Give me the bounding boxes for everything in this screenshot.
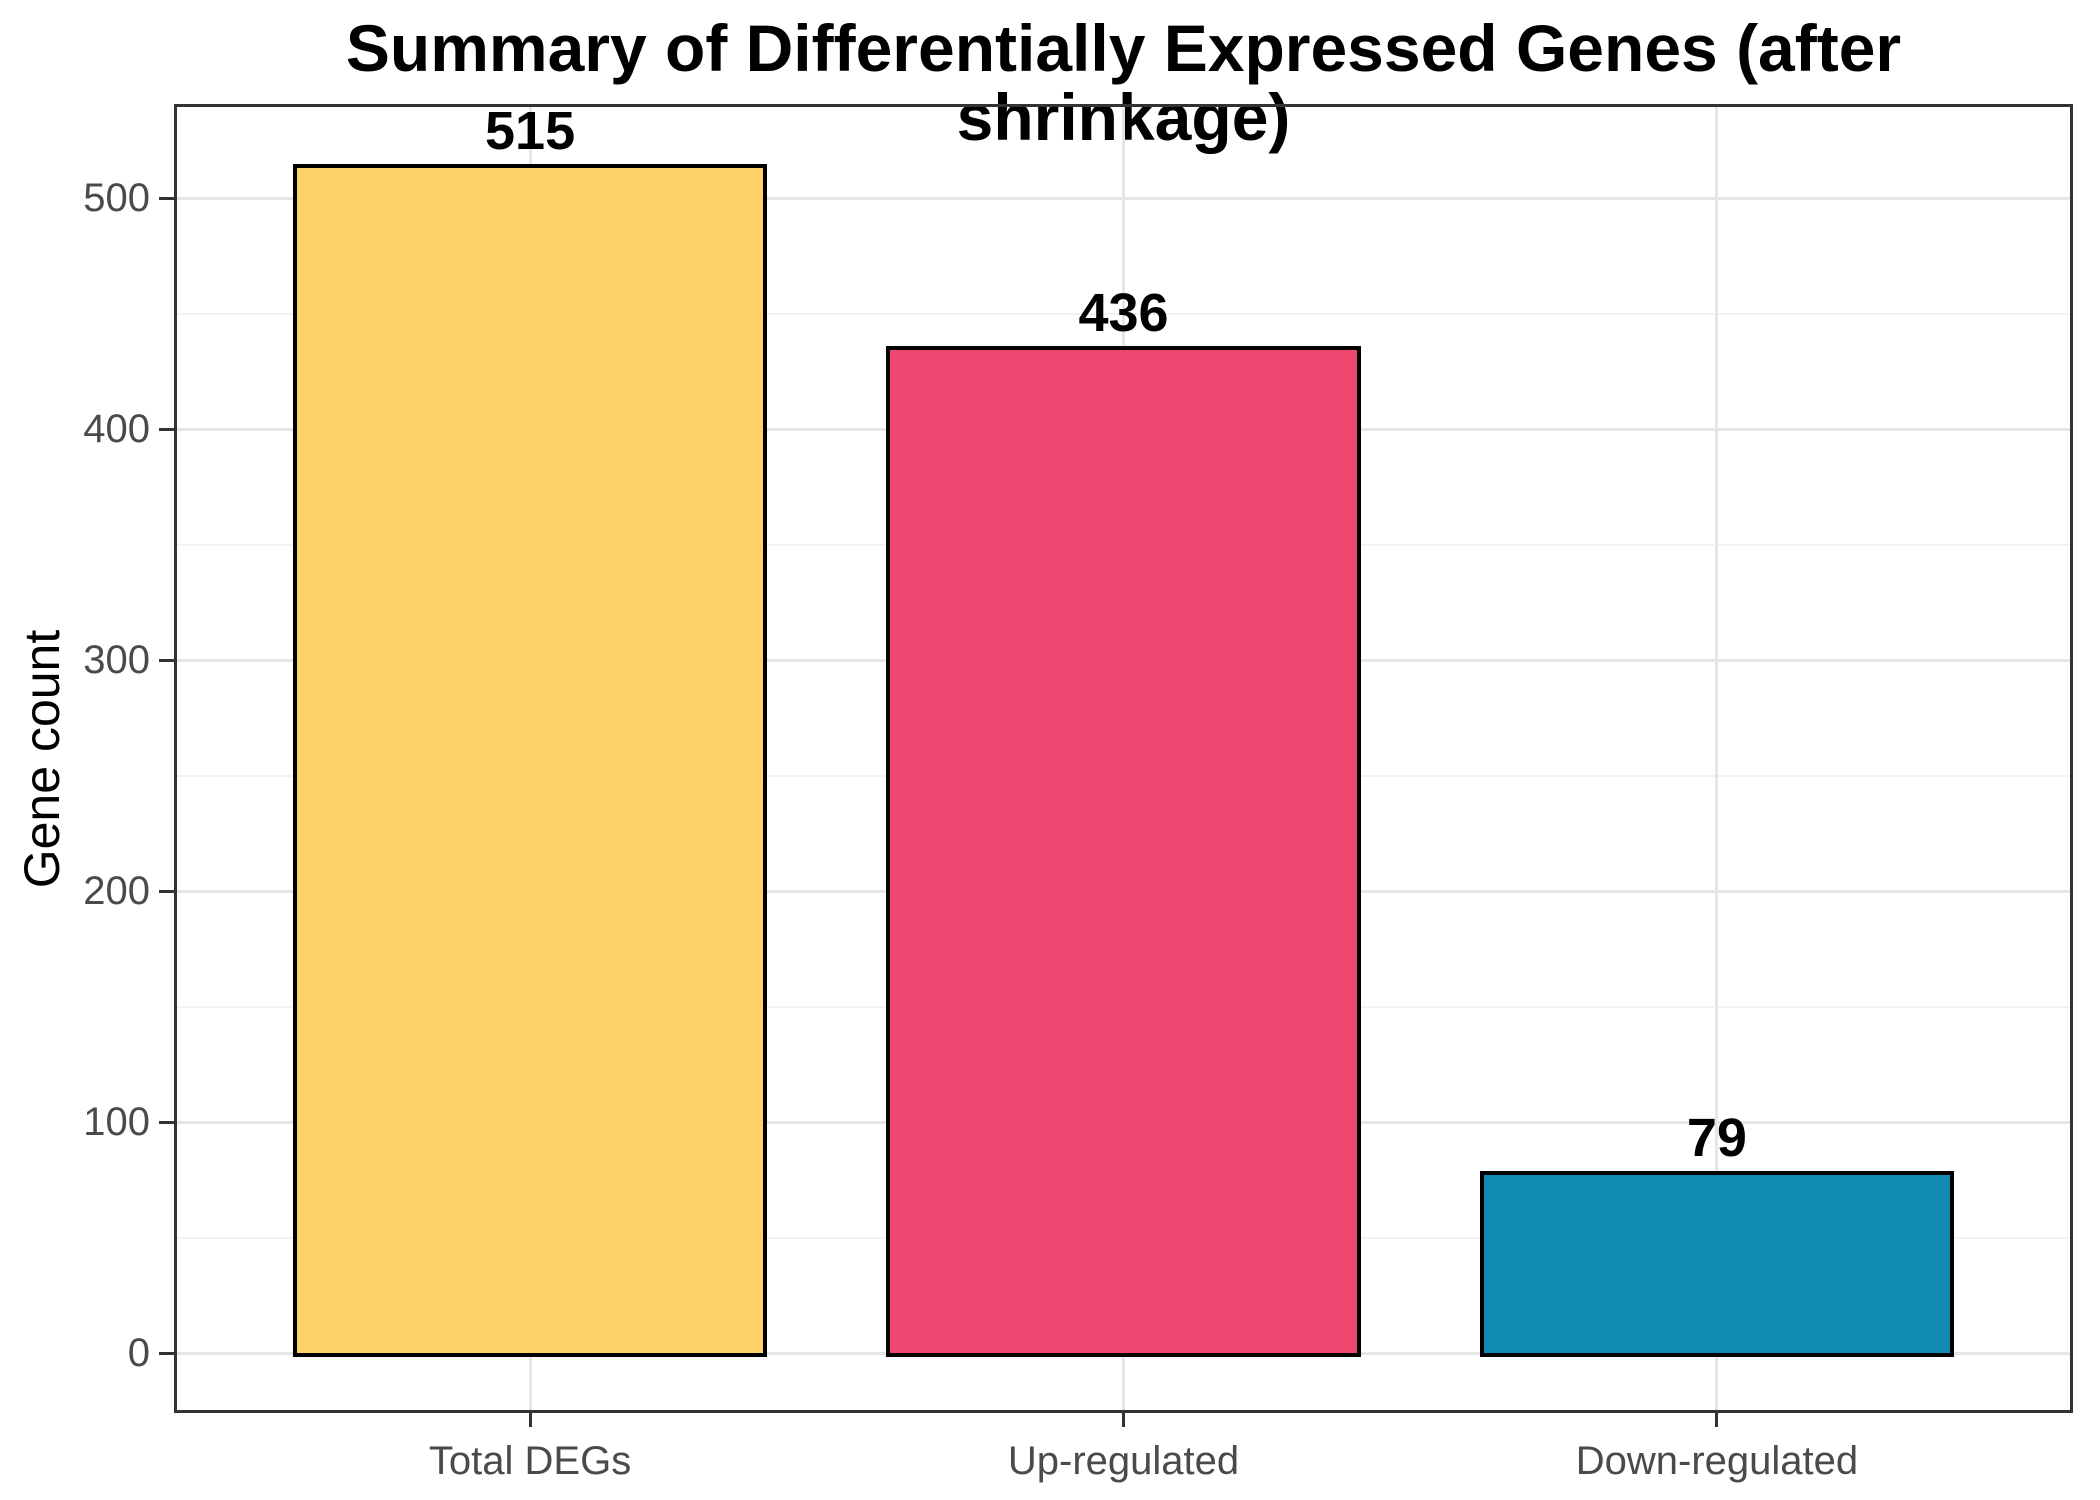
y-tick-mark-500 <box>159 196 174 200</box>
bar-value-label-down-regulated: 79 <box>1686 1107 1747 1168</box>
y-tick-label-100: 100 <box>83 1100 150 1145</box>
y-tick-label-200: 200 <box>83 869 150 914</box>
x-tick-label-total-degs: Total DEGs <box>428 1439 632 1483</box>
bar-value-label-up-regulated: 436 <box>1078 283 1169 344</box>
x-tick-label-down-regulated: Down-regulated <box>1575 1439 1859 1483</box>
y-tick-label-500: 500 <box>83 176 150 221</box>
y-tick-mark-200 <box>159 889 174 893</box>
y-tick-mark-100 <box>159 1120 174 1124</box>
y-tick-label-300: 300 <box>83 638 150 683</box>
bar-total-degs <box>292 163 768 1358</box>
x-tick-mark-up-regulated <box>1122 1413 1125 1427</box>
gridline-major-x-down-regulated <box>1715 107 1719 1410</box>
bar-value-label-total-degs: 515 <box>485 100 576 161</box>
x-tick-label-up-regulated: Up-regulated <box>1007 1439 1240 1483</box>
x-tick-mark-down-regulated <box>1715 1413 1719 1427</box>
x-tick-mark-total-degs <box>528 1413 532 1427</box>
y-tick-mark-300 <box>159 658 174 662</box>
plot-panel <box>174 104 2073 1413</box>
y-tick-label-0: 0 <box>127 1331 150 1376</box>
bar-up-regulated <box>886 346 1361 1358</box>
y-tick-mark-0 <box>159 1351 174 1355</box>
y-tick-mark-400 <box>159 427 174 431</box>
y-tick-label-400: 400 <box>83 407 150 452</box>
bar-down-regulated <box>1479 1170 1955 1358</box>
